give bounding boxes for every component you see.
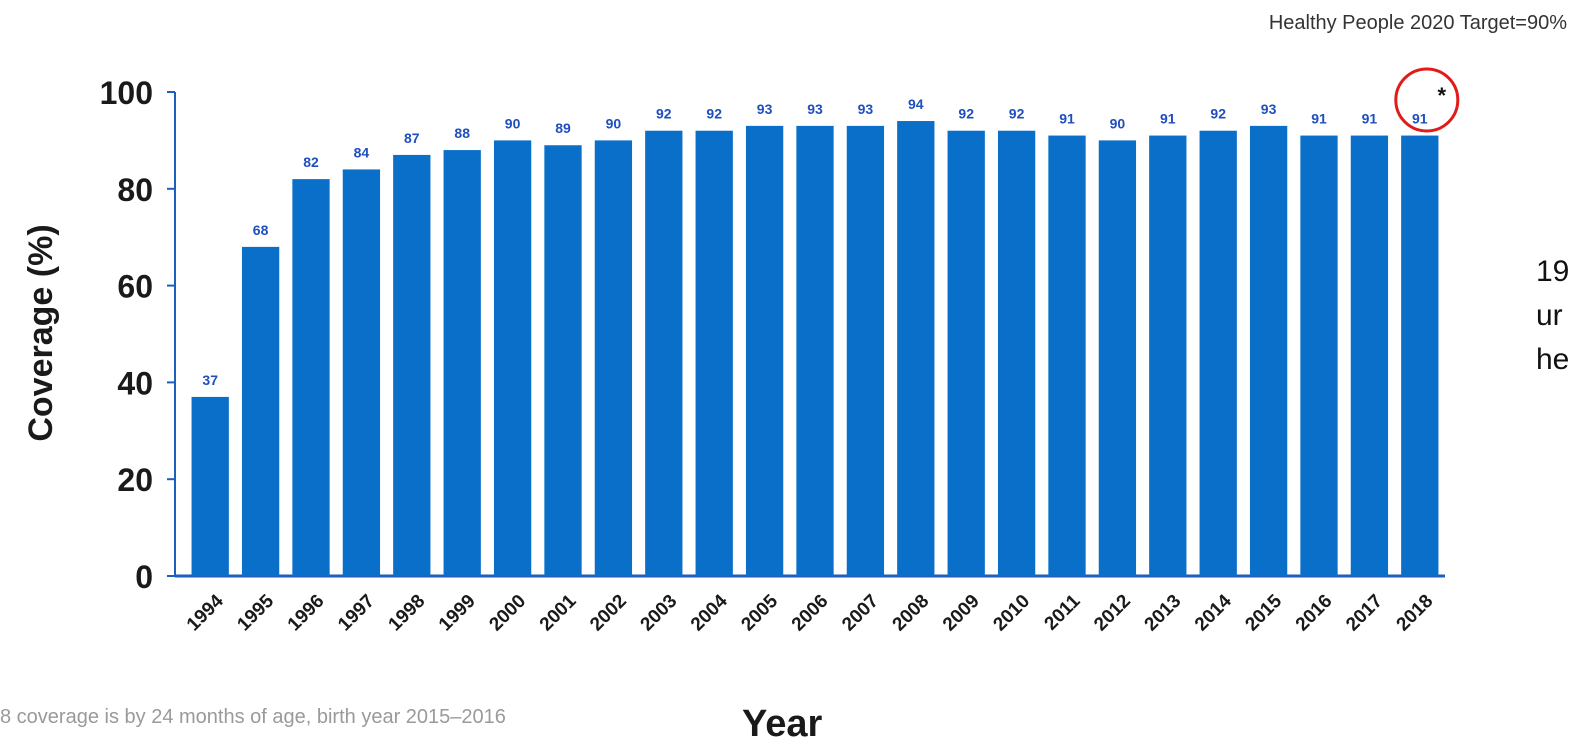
x-tick-label: 1998 [385,591,430,636]
bar [645,130,683,576]
x-tick-label: 2018 [1393,591,1438,636]
bar [1199,130,1237,576]
side-text-line: ur [1536,299,1563,332]
data-label: 37 [202,372,218,388]
target-note: Healthy People 2020 Target=90% [1268,12,1567,34]
x-tick-label: 2000 [485,591,530,636]
data-label: 93 [858,101,874,117]
x-tick-label: 2016 [1292,591,1337,636]
data-label: 92 [958,106,974,122]
x-tick-label: 2009 [939,591,984,636]
bar [443,150,481,576]
data-label: 89 [555,120,571,136]
data-label: 91 [1059,111,1075,127]
data-label: 84 [354,144,370,160]
data-label: 82 [303,154,319,170]
data-label: 88 [454,125,470,141]
x-tick-label: 2012 [1090,591,1135,636]
data-label: 93 [1261,101,1277,117]
x-tick-label: 2004 [687,590,732,635]
bar [745,125,784,576]
x-tick-label: 2002 [586,591,631,636]
highlight-circle: * [1394,67,1460,133]
x-tick-label: 2017 [1342,591,1387,636]
bar [393,154,431,577]
data-label: 91 [1160,111,1176,127]
bar [191,396,229,576]
x-tick-label: 2011 [1041,590,1085,634]
data-label: 94 [908,96,924,112]
bar [1098,140,1137,576]
bar [947,130,985,576]
y-axis-title: Coverage (%) [22,224,60,441]
bar [1048,135,1086,576]
bar [1149,135,1187,576]
x-tick-label: 2005 [737,590,782,635]
data-label: 90 [505,115,521,131]
bars [191,121,1439,577]
data-label: 90 [1110,115,1126,131]
x-tick-label: 2013 [1141,591,1186,636]
bar [997,130,1036,576]
bar [292,179,330,576]
data-label: 91 [1311,111,1327,127]
bar [796,125,834,576]
data-label: 92 [706,106,722,122]
bar [1350,135,1389,576]
asterisk-marker: * [1438,83,1447,108]
x-tick-label: 1995 [233,590,278,635]
data-label: 92 [656,106,672,122]
x-tick-label: 2006 [788,591,833,636]
bar [846,125,885,576]
side-text-line: 19 [1536,255,1570,288]
y-tick-label: 0 [135,559,153,595]
data-labels: 37 68 82 84 87 88 90 89 90 92 92 93 93 93 94 92 92 91 90 91… [202,96,1427,388]
y-tick-label: 40 [117,365,153,401]
y-tick-label: 60 [117,269,153,305]
side-text: 19 ur he [1536,250,1569,382]
data-label: 90 [606,115,622,131]
bar [493,140,532,576]
x-tick-label: 1996 [284,591,329,636]
bar [594,140,633,576]
data-label: 91 [1362,111,1378,127]
y-tick-label: 80 [117,172,153,208]
data-label: 92 [1210,106,1226,122]
side-text-line: he [1536,343,1570,376]
x-tick-label: 2007 [838,591,883,636]
data-label: 91 [1412,111,1428,127]
x-tick-label: 1997 [334,591,379,636]
x-axis-title: Year [742,703,823,744]
x-tick-label: 2001 [536,590,581,635]
x-tick-label: 1999 [435,591,480,636]
data-label: 87 [404,130,420,146]
data-label: 92 [1009,106,1025,122]
footnote: 8 coverage is by 24 months of age, birth… [0,706,506,728]
x-tick-labels: 1994 1995 1996 1997 1998 1999 2000 2001 2002 2003… [183,590,1437,635]
bar [1401,135,1439,576]
y-tick-label: 100 [100,75,153,111]
x-tick-label: 2008 [889,591,934,636]
bar [897,121,935,576]
x-tick-label: 2014 [1191,590,1236,635]
bar [1300,135,1338,576]
bar [695,130,733,576]
bar [544,145,582,577]
bar [342,169,381,576]
bar [241,246,280,576]
x-tick-label: 1994 [183,590,228,635]
data-label: 93 [807,101,823,117]
x-tick-label: 2015 [1241,590,1286,635]
x-tick-label: 2010 [989,591,1034,636]
x-tick-label: 2003 [637,591,682,636]
data-label: 93 [757,101,773,117]
bar [1249,125,1288,576]
y-tick-label: 20 [117,462,153,498]
data-label: 68 [253,222,269,238]
highlight-ring [1394,67,1460,133]
